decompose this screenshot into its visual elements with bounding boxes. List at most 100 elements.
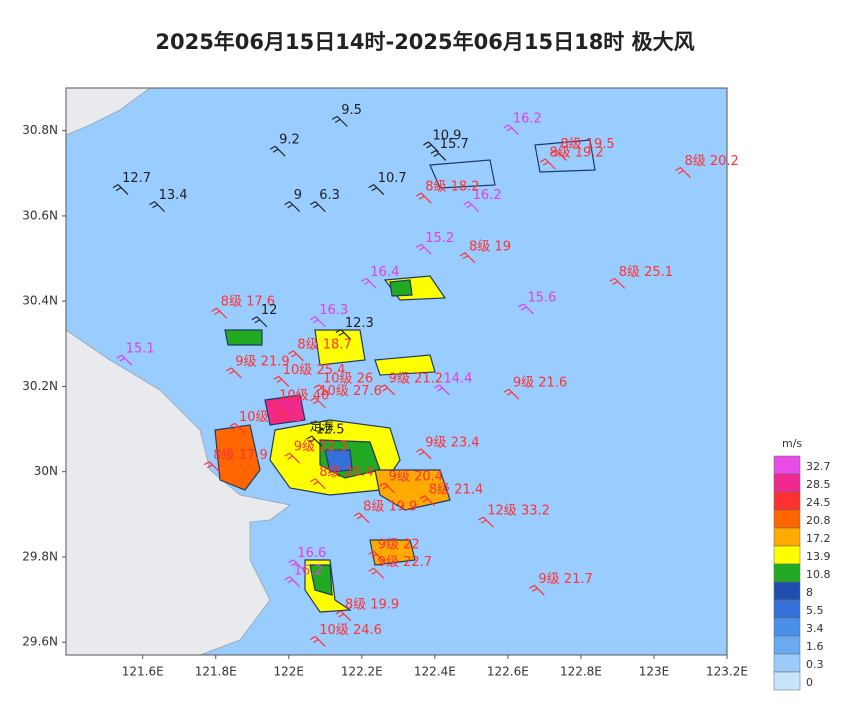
wind-barb <box>313 384 330 396</box>
wind-barb <box>368 567 385 579</box>
island <box>374 354 436 376</box>
wind-barb <box>379 482 396 494</box>
station-label: 15.2 <box>425 231 454 246</box>
wind-barb <box>335 329 352 340</box>
wind-barb <box>284 201 301 213</box>
wind-barb <box>288 350 304 362</box>
legend-label: 32.7 <box>806 460 831 473</box>
station-label: 8级 21.4 <box>429 482 483 497</box>
wind-barb <box>353 512 370 524</box>
station-label: 9级 22 <box>378 538 420 553</box>
station-label: 15.6 <box>527 290 556 305</box>
legend-label: 17.2 <box>806 532 831 545</box>
mainland <box>65 329 291 656</box>
y-tick-label: 30.2N <box>22 379 58 393</box>
station-label: 15.1 <box>126 342 155 357</box>
x-tick-label: 122.8E <box>560 665 602 679</box>
wind-barb <box>368 184 385 196</box>
station-label: 8级 20.4 <box>319 465 373 480</box>
x-tick-label: 122E <box>274 665 305 679</box>
map-frame <box>65 87 728 656</box>
legend-swatch <box>773 473 801 493</box>
wind-barb <box>284 576 301 588</box>
wind-barb <box>309 397 326 409</box>
x-tick-label: 123.2E <box>706 665 748 679</box>
legend-label: 3.4 <box>806 622 824 635</box>
station-label: 12.7 <box>122 171 151 186</box>
station-label: 9级 22.3 <box>294 440 348 455</box>
wind-barb <box>309 478 326 490</box>
wind-barb <box>269 145 286 157</box>
wind-barb <box>430 149 447 161</box>
wind-barb <box>229 422 246 434</box>
legend-swatch <box>773 545 801 565</box>
wind-barb <box>415 243 432 255</box>
legend-label: 0 <box>806 676 813 689</box>
legend-swatch <box>773 527 801 547</box>
wind-barb <box>540 158 556 170</box>
legend-label: 8 <box>806 586 813 599</box>
station-label: 10级 40 <box>279 389 329 404</box>
x-tick-label: 122.6E <box>487 665 529 679</box>
legend-swatch <box>773 617 801 637</box>
y-tick-label: 30.6N <box>22 208 58 222</box>
wind-barb <box>379 384 396 396</box>
y-tick-label: 30.4N <box>22 294 58 308</box>
station-label: 10级 24.6 <box>319 623 382 638</box>
station-label: 16.2 <box>473 188 502 203</box>
island <box>429 159 496 189</box>
station-label: 16.2 <box>294 563 323 578</box>
legend-swatch <box>773 671 801 691</box>
legend-swatch <box>773 491 801 511</box>
station-label: 9级 22.7 <box>378 555 432 570</box>
wind-barb <box>225 367 242 379</box>
wind-barb <box>368 550 385 562</box>
islands <box>214 139 596 613</box>
wind-barb <box>551 149 567 161</box>
station-label: 8级 17.9 <box>213 448 267 463</box>
station-label: 8级 19.5 <box>560 137 614 152</box>
station-label: 8级 25.1 <box>619 265 673 280</box>
wind-barb <box>518 303 534 315</box>
map-title: 2025年06月15日14时-2025年06月15日18时 极大风 <box>155 30 694 54</box>
station-label: 15.7 <box>440 137 469 152</box>
wind-barb <box>309 201 326 213</box>
wind-barb <box>434 384 450 396</box>
island <box>309 564 333 596</box>
wind-barb <box>463 201 480 213</box>
island <box>224 329 263 346</box>
wind-barb <box>284 452 301 464</box>
station-label: 12.3 <box>345 316 374 331</box>
wind-barb <box>269 401 286 413</box>
station-label: 14.4 <box>443 371 472 386</box>
station-label: 13.4 <box>159 188 188 203</box>
legend-label: 10.8 <box>806 568 831 581</box>
wind-barb <box>309 316 326 328</box>
station-label: 9级 21.7 <box>538 572 592 587</box>
wind-barb <box>459 252 476 264</box>
station-label: 9级 21.2 <box>389 371 443 386</box>
station-label: 8级 20.2 <box>684 154 738 169</box>
wind-barb <box>609 277 626 289</box>
wind-barb <box>116 354 133 366</box>
station-label: 10级 25.4 <box>283 363 346 378</box>
station-label: 8级 18.7 <box>297 337 351 352</box>
legend-unit: m/s <box>782 437 802 450</box>
station-label: 10级 26 <box>323 371 373 386</box>
station-label: 8级 18.2 <box>425 180 479 195</box>
city-marker <box>320 427 324 431</box>
y-tick-label: 30.8N <box>22 123 58 137</box>
station-label: 16.4 <box>370 265 399 280</box>
station-label: 8级 19.9 <box>363 499 417 514</box>
station-label: 9级 20.4 <box>389 470 443 485</box>
station-label: 9 <box>294 188 302 203</box>
station-label: 8级 19 <box>469 239 511 254</box>
station-label: 6.3 <box>319 188 340 203</box>
wind-barb <box>331 115 348 127</box>
station-label: 10级 26.1 <box>239 410 302 425</box>
legend-swatch <box>773 653 801 673</box>
x-tick-label: 123E <box>639 665 670 679</box>
legend-swatch <box>773 509 801 529</box>
wind-barb <box>415 192 432 204</box>
